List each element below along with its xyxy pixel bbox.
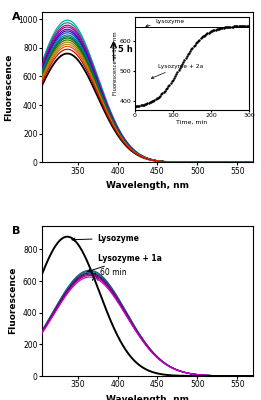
Text: Lysozyme: Lysozyme: [72, 234, 139, 243]
Y-axis label: Fluorescence: Fluorescence: [4, 54, 13, 121]
X-axis label: Wavelength, nm: Wavelength, nm: [106, 181, 189, 190]
Text: 60 min: 60 min: [100, 268, 127, 277]
X-axis label: Wavelength, nm: Wavelength, nm: [106, 395, 189, 400]
Text: B: B: [12, 226, 21, 236]
Text: 5 h: 5 h: [117, 45, 132, 54]
Text: Lysozyme + 1a: Lysozyme + 1a: [88, 254, 162, 272]
Y-axis label: Fluorescence: Fluorescence: [8, 267, 17, 334]
Text: A: A: [12, 12, 21, 22]
